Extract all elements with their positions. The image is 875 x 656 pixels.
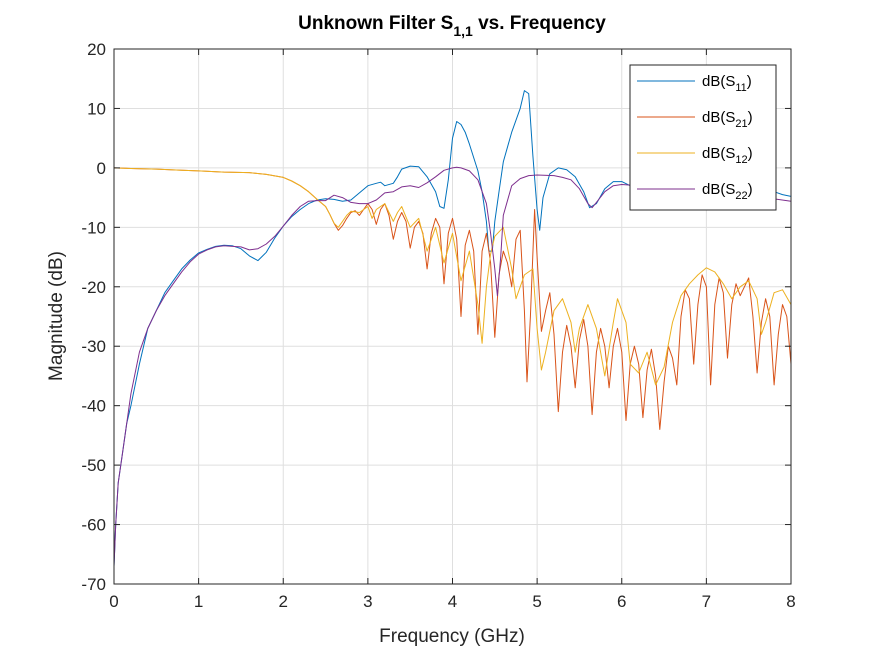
y-tick-label: 10: [87, 99, 106, 118]
legend: dB(S11) dB(S21) dB(S12) dB(S22): [629, 64, 777, 211]
series-layer: [114, 90, 791, 567]
y-tick-label: -10: [81, 218, 106, 237]
y-tick-label: 0: [97, 159, 106, 178]
x-tick-label: 5: [532, 592, 541, 611]
y-tick-label: -50: [81, 456, 106, 475]
series-s22-line: [114, 166, 791, 567]
y-tick-label: -40: [81, 397, 106, 416]
legend-box: [629, 64, 777, 211]
legend-entry-s11-label: dB(S11): [702, 73, 752, 94]
y-tick-label: 20: [87, 40, 106, 59]
x-tick-label: 0: [109, 592, 118, 611]
x-tick-label: 1: [194, 592, 203, 611]
y-tick-label: -20: [81, 278, 106, 297]
series-s12-line: [114, 167, 791, 386]
legend-entry-s21-label: dB(S21): [702, 109, 753, 130]
x-tick-label: 7: [702, 592, 711, 611]
legend-entry-s22-label: dB(S22): [702, 181, 753, 202]
x-tick-label: 8: [786, 592, 795, 611]
series-s21-line: [114, 167, 791, 430]
x-tick-label: 4: [448, 592, 457, 611]
legend-entry-s12-label: dB(S12): [702, 145, 753, 166]
y-tick-label: -60: [81, 516, 106, 535]
x-tick-label: 2: [279, 592, 288, 611]
y-tick-label: -30: [81, 337, 106, 356]
chart-title: Unknown Filter S1,1 vs. Frequency: [298, 13, 606, 39]
x-tick-label: 6: [617, 592, 626, 611]
x-axis-ticks: 0 1 2 3 4 5 6 7 8: [109, 49, 796, 611]
x-tick-label: 3: [363, 592, 372, 611]
x-axis-label: Frequency (GHz): [379, 626, 525, 647]
y-tick-label: -70: [81, 575, 106, 594]
y-axis-label: Magnitude (dB): [46, 251, 67, 381]
y-axis-ticks: 20 10 0 -10 -20 -30 -40 -50 -60 -70: [81, 40, 791, 594]
